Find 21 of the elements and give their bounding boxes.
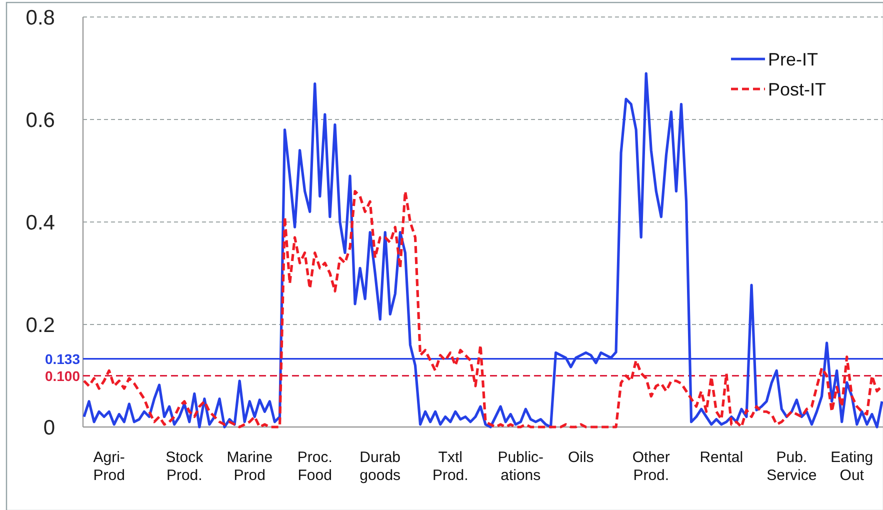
x-tick-label: Pub. Service — [766, 449, 817, 484]
x-tick-label: Txtl Prod. — [432, 449, 468, 484]
legend-label: Post-IT — [768, 79, 826, 100]
x-tick-label: Proc. Food — [297, 449, 332, 484]
x-tick-label: Rental — [700, 449, 744, 466]
x-tick-label: Durab goods — [360, 449, 401, 484]
y-tick-label: 0 — [43, 416, 55, 440]
y-tick-label: 0.4 — [26, 212, 56, 235]
y-tick-label: 0.6 — [26, 109, 55, 132]
x-tick-label: Stock Prod. — [166, 449, 204, 484]
x-tick-label: Agri- Prod — [93, 449, 125, 484]
x-tick-label: Oils — [568, 449, 594, 466]
x-tick-label: Other Prod. — [632, 449, 670, 484]
y-tick-label: 0.2 — [26, 314, 55, 338]
legend-label: Pre-IT — [768, 49, 818, 70]
ref-line-label: 0.133 — [44, 350, 80, 367]
ref-line-label: 0.100 — [44, 368, 80, 384]
y-tick-label: 0.8 — [26, 6, 55, 30]
x-tick-label: Marine Prod — [226, 449, 273, 484]
x-tick-label: Eating Out — [830, 449, 874, 484]
x-tick-label: Public- ations — [498, 449, 544, 484]
